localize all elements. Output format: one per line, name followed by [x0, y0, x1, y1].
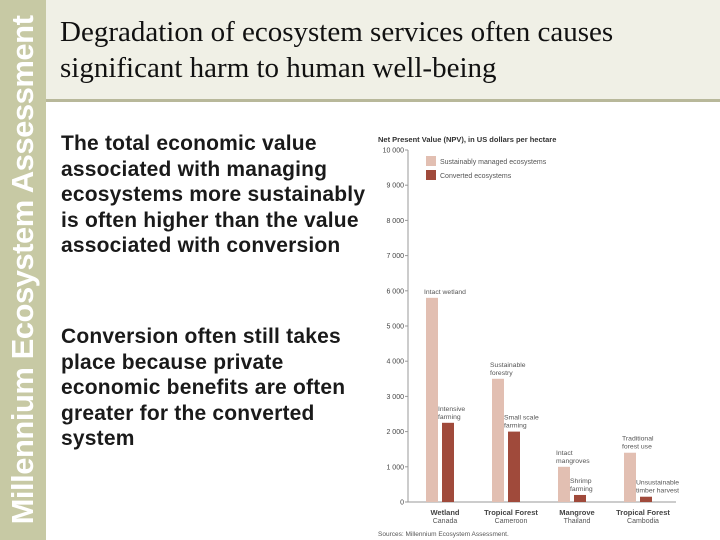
x-category-place: Cameroon: [495, 518, 528, 525]
chart-title: Net Present Value (NPV), in US dollars p…: [378, 135, 556, 144]
bar-label-sustainable: Sustainable: [490, 362, 526, 369]
bullet-2: Conversion often still takes place becau…: [61, 325, 346, 450]
x-category-place: Thailand: [564, 518, 591, 525]
bar-converted: [508, 431, 520, 502]
title-band: Degradation of ecosystem services often …: [46, 0, 720, 102]
npv-bar-chart: Net Present Value (NPV), in US dollars p…: [378, 135, 679, 538]
bar-converted: [574, 494, 586, 502]
legend-swatch: [426, 156, 436, 166]
bar-label-converted: Intensive: [438, 406, 465, 413]
bar-label-sustainable: forest use: [622, 444, 652, 451]
bar-sustainable: [426, 297, 438, 502]
x-category-label: Mangrove: [559, 508, 594, 517]
bar-converted: [640, 496, 652, 502]
x-category-label: Wetland: [430, 508, 459, 517]
x-category-place: Canada: [433, 518, 458, 525]
y-tick-label: 2 000: [386, 429, 404, 436]
bar-sustainable: [624, 452, 636, 502]
bullet-1: The total economic value associated with…: [61, 132, 366, 257]
bar-label-converted: farming: [504, 423, 527, 430]
bar-converted: [442, 422, 454, 502]
bar-label-sustainable: Intact: [556, 450, 573, 457]
legend-label: Converted ecosystems: [440, 173, 512, 180]
bar-label-sustainable: mangroves: [556, 458, 590, 465]
bar-label-converted: farming: [438, 414, 461, 421]
bar-label-sustainable: Traditional: [622, 436, 654, 443]
sidebar: Millennium Ecosystem Assessment: [0, 0, 46, 540]
bar-label-sustainable: Intact wetland: [424, 289, 466, 296]
legend-swatch: [426, 170, 436, 180]
x-category-place: Cambodia: [627, 518, 659, 525]
x-category-label: Tropical Forest: [616, 508, 670, 517]
bar-label-converted: timber harvest: [636, 488, 679, 495]
y-tick-label: 3 000: [386, 394, 404, 401]
bar-label-converted: Small scale: [504, 415, 539, 422]
bar-label-sustainable: forestry: [490, 370, 513, 377]
y-tick-label: 1 000: [386, 464, 404, 471]
y-tick-label: 8 000: [386, 218, 404, 225]
slide-title: Degradation of ecosystem services often …: [60, 16, 614, 84]
y-tick-label: 0: [400, 500, 404, 507]
y-tick-label: 10 000: [383, 148, 405, 155]
x-category-label: Tropical Forest: [484, 508, 538, 517]
bar-sustainable: [492, 378, 504, 502]
bar-sustainable: [558, 466, 570, 502]
sidebar-label: Millennium Ecosystem Assessment: [5, 15, 40, 525]
y-tick-label: 7 000: [386, 253, 404, 260]
y-tick-label: 5 000: [386, 324, 404, 331]
bar-label-converted: farming: [570, 486, 593, 493]
y-tick-label: 4 000: [386, 359, 404, 366]
chart-source: Sources: Millennium Ecosystem Assessment…: [378, 531, 509, 538]
bar-label-converted: Unsustainable: [636, 480, 679, 487]
y-tick-label: 9 000: [386, 183, 404, 190]
bar-label-converted: Shrimp: [570, 478, 592, 485]
legend-label: Sustainably managed ecosystems: [440, 159, 547, 166]
y-tick-label: 6 000: [386, 288, 404, 295]
